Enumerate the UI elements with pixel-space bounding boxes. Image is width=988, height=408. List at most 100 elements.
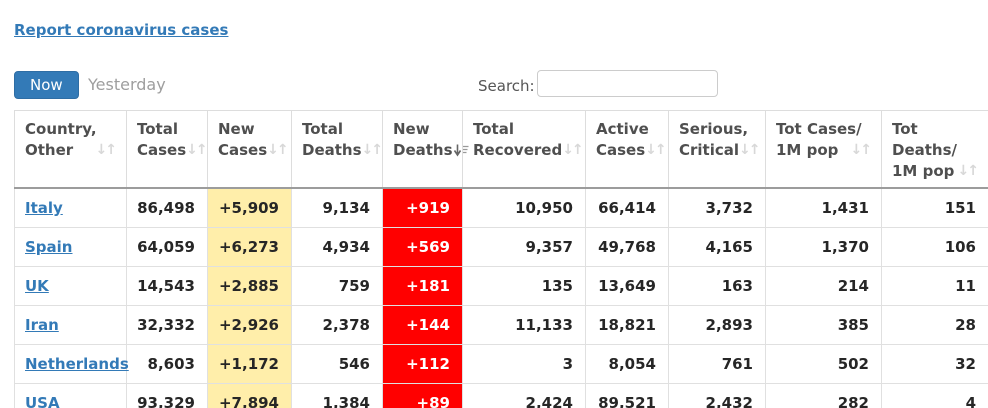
column-label-line1: New [218,120,255,138]
total-cases-cell: 8,603 [126,343,208,384]
column-label-line1: New [393,120,430,138]
cases-per-1m-cell: 282 [765,382,882,408]
column-header-new-cases[interactable]: New Cases ↓↑ [207,110,292,189]
sort-both-icon[interactable]: ↓↑ [562,142,584,158]
total-cases-cell: 86,498 [126,187,208,228]
column-label-line1: Country, [25,120,97,138]
total-recovered-cell: 135 [462,265,586,306]
total-deaths-cell: 759 [291,265,383,306]
new-cases-cell: +5,909 [207,187,292,228]
column-label-line2: Deaths [302,141,362,159]
new-cases-cell: +7,894 [207,382,292,408]
total-cases-cell: 64,059 [126,226,208,267]
column-label-line1: Total [473,120,514,138]
column-header-country[interactable]: Country, Other ↓↑ [14,110,127,189]
country-link[interactable]: Iran [25,315,59,334]
total-deaths-cell: 9,134 [291,187,383,228]
search-label: Search: [478,77,535,95]
active-cases-cell: 66,414 [585,187,669,228]
tab-yesterday[interactable]: Yesterday [88,75,166,94]
search-input[interactable] [537,70,718,97]
column-label-line2: 1M pop [892,162,955,180]
column-label-line2: Critical [679,141,740,159]
serious-critical-cell: 163 [668,265,766,306]
active-cases-cell: 89,521 [585,382,669,408]
table-row: Spain 64,059 +6,273 4,934 +569 9,357 49,768 4,1… [14,226,988,267]
sort-both-icon[interactable]: ↓↑ [361,142,384,158]
sort-both-icon[interactable]: ↓↑ [95,142,118,158]
total-cases-cell: 93,329 [126,382,208,408]
new-deaths-cell: +144 [382,304,463,345]
column-header-new-deaths[interactable]: New Deaths [382,110,469,189]
column-label-line2: Recovered [473,141,563,159]
total-recovered-cell: 9,357 [462,226,586,267]
sort-both-icon[interactable]: ↓↑ [957,163,980,179]
total-deaths-cell: 2,378 [291,304,383,345]
sort-descending-icon[interactable] [453,144,469,157]
column-label-line2: 1M pop [776,141,839,159]
active-cases-cell: 49,768 [585,226,669,267]
country-cell: Netherlands [14,343,129,384]
column-header-serious-critical[interactable]: Serious, Critical ↓↑ [668,110,766,189]
column-header-total-deaths[interactable]: Total Deaths ↓↑ [291,110,384,189]
new-deaths-cell: +569 [382,226,463,267]
table-header: Country, Other ↓↑ Total Cases ↓↑ New Cases ↓↑ Tot… [14,110,988,189]
deaths-per-1m-cell: 106 [881,226,988,267]
serious-critical-cell: 2,893 [668,304,766,345]
deaths-per-1m-cell: 28 [881,304,988,345]
total-recovered-cell: 10,950 [462,187,586,228]
tab-now[interactable]: Now [14,71,79,99]
table-row: USA 93,329 +7,894 1,384 +89 2,424 89,521 2,432 2… [14,382,988,408]
report-cases-link[interactable]: Report coronavirus cases [14,21,229,39]
active-cases-cell: 18,821 [585,304,669,345]
country-cell: Italy [14,187,127,228]
table-row: Iran 32,332 +2,926 2,378 +144 11,133 18,821 2,8… [14,304,988,345]
column-header-active-cases[interactable]: Active Cases ↓↑ [585,110,669,189]
serious-critical-cell: 3,732 [668,187,766,228]
column-header-cases-per-1m[interactable]: Tot Cases/1M pop ↓↑ [765,110,882,189]
new-deaths-cell: +181 [382,265,463,306]
total-cases-cell: 14,543 [126,265,208,306]
total-recovered-cell: 3 [462,343,586,384]
total-deaths-cell: 4,934 [291,226,383,267]
deaths-per-1m-cell: 4 [881,382,988,408]
active-cases-cell: 13,649 [585,265,669,306]
column-header-deaths-per-1m[interactable]: Tot Deaths/1M pop ↓↑ [881,110,988,189]
country-link[interactable]: Netherlands [25,354,129,373]
total-recovered-cell: 11,133 [462,304,586,345]
column-label-line1: Tot Deaths/ [892,120,958,159]
country-link[interactable]: Italy [25,198,63,217]
table-row: UK 14,543 +2,885 759 +181 135 13,649 163 214 11 [14,265,988,306]
cases-per-1m-cell: 1,431 [765,187,882,228]
country-link[interactable]: USA [25,393,60,408]
active-cases-cell: 8,054 [585,343,669,384]
coronavirus-table: Country, Other ↓↑ Total Cases ↓↑ New Cases ↓↑ Tot… [14,110,988,408]
new-cases-cell: +2,885 [207,265,292,306]
sort-both-icon[interactable]: ↓↑ [186,142,208,158]
total-deaths-cell: 1,384 [291,382,383,408]
table-row: Italy 86,498 +5,909 9,134 +919 10,950 66,414 3,… [14,187,988,228]
column-label-line1: Serious, [679,120,749,138]
cases-per-1m-cell: 1,370 [765,226,882,267]
sort-both-icon[interactable]: ↓↑ [850,142,873,158]
column-label-line2: Deaths [393,141,453,159]
column-header-total-recovered[interactable]: Total Recovered ↓↑ [462,110,586,189]
country-link[interactable]: UK [25,276,49,295]
sort-both-icon[interactable]: ↓↑ [645,142,667,158]
column-header-total-cases[interactable]: Total Cases ↓↑ [126,110,208,189]
new-cases-cell: +6,273 [207,226,292,267]
serious-critical-cell: 4,165 [668,226,766,267]
table-body: Italy 86,498 +5,909 9,134 +919 10,950 66,414 3,… [14,187,988,408]
sort-both-icon[interactable]: ↓↑ [267,142,289,158]
new-cases-cell: +2,926 [207,304,292,345]
new-deaths-cell: +112 [382,343,463,384]
column-label-line1: Total [302,120,343,138]
serious-critical-cell: 2,432 [668,382,766,408]
new-deaths-cell: +89 [382,382,463,408]
country-link[interactable]: Spain [25,237,73,256]
deaths-per-1m-cell: 151 [881,187,988,228]
sort-both-icon[interactable]: ↓↑ [739,142,761,158]
column-label-line2: Other [25,141,74,159]
country-cell: Spain [14,226,127,267]
